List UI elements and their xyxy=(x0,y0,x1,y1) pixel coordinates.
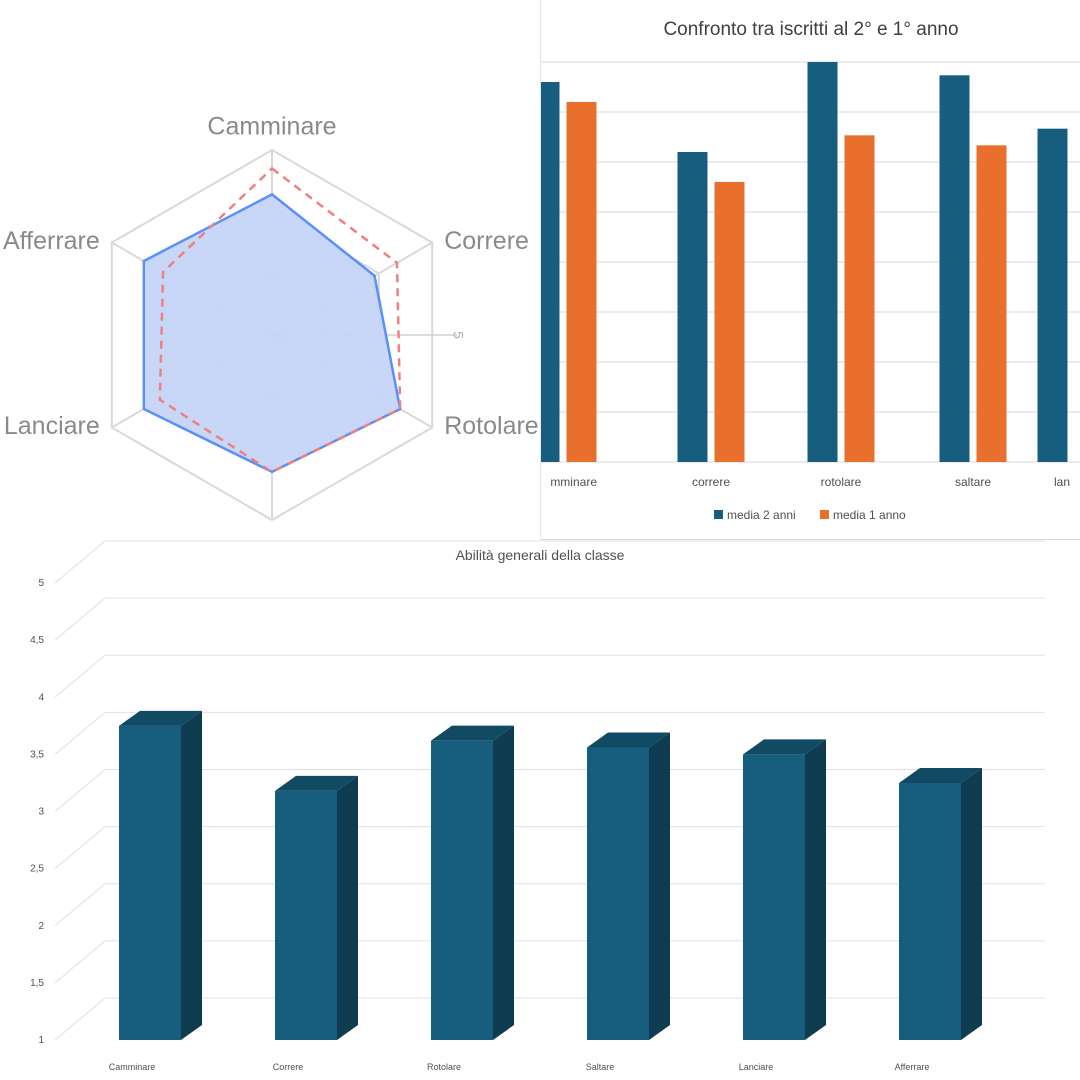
ability-gridline-floor xyxy=(54,826,106,870)
comparison-bar-media-2-anni-camminare xyxy=(541,82,560,462)
ability-category-label-correre: Correre xyxy=(273,1062,304,1072)
ability-y-tick-label: 1 xyxy=(38,1035,44,1046)
ability-bar-top xyxy=(743,739,826,755)
ability-bar-top xyxy=(431,725,514,741)
ability-category-labels: Camminare Correre Rotolare Saltare Lanciare A… xyxy=(109,1062,930,1072)
ability-bar-side xyxy=(493,725,514,1040)
comparison-chart-panel: Confronto tra iscritti al 2° e 1° anno m… xyxy=(540,0,1080,540)
ability-category-label-camminare: Camminare xyxy=(109,1062,156,1072)
radar-series-area xyxy=(142,192,402,474)
ability-category-label-rotolare: Rotolare xyxy=(427,1062,461,1072)
ability-gridline-floor xyxy=(54,711,106,755)
ability-y-tick-label: 4 xyxy=(38,692,44,703)
comparison-legend: media 2 anni media 1 anno xyxy=(714,508,906,522)
comparison-legend-label: media 1 anno xyxy=(833,508,906,522)
ability-bar-rotolare xyxy=(431,740,493,1040)
comparison-category-label: saltare xyxy=(955,475,991,489)
ability-category-label-lanciare: Lanciare xyxy=(739,1062,774,1072)
ability-bar-correre xyxy=(275,790,337,1040)
ability-y-tick-label: 3,5 xyxy=(30,749,44,760)
ability-bar-side xyxy=(337,775,358,1040)
ability-bar-afferrare xyxy=(899,782,961,1040)
ability-y-tick-label: 4,5 xyxy=(30,635,44,646)
radar-chart-panel: 025 CamminareCorrereRotolareSaltareLanci… xyxy=(0,0,540,540)
ability-gridlines xyxy=(54,540,1045,1041)
comparison-bar-media-2-anni-saltare xyxy=(939,75,970,462)
ability-gridline-floor xyxy=(54,654,106,698)
ability-bar-camminare xyxy=(119,725,181,1040)
comparison-category-label: mminare xyxy=(550,475,597,489)
ability-bar-top xyxy=(899,767,982,783)
ability-gridline-floor xyxy=(54,769,106,812)
ability-y-tick-label: 5 xyxy=(38,578,44,589)
radar-label-afferrare: Afferrare xyxy=(3,227,100,255)
radar-label-rotolare: Rotolare xyxy=(444,412,539,440)
ability-category-label-afferrare: Afferrare xyxy=(895,1062,930,1072)
comparison-bar-media-2-anni-rotolare xyxy=(807,62,838,462)
radar-tick-label: 5 xyxy=(450,331,466,339)
ability-bar-side xyxy=(805,739,826,1040)
ability-gridline-floor xyxy=(54,997,106,1041)
comparison-bars xyxy=(541,62,1068,463)
ability-bar-side xyxy=(961,767,982,1040)
comparison-bar-chart: Confronto tra iscritti al 2° e 1° anno m… xyxy=(541,19,1080,522)
radar-series-line xyxy=(158,166,402,474)
ability-y-tick-label: 1,5 xyxy=(30,978,44,989)
radar-label-lanciare: Lanciare xyxy=(4,412,100,440)
ability-gridline-floor xyxy=(54,597,106,641)
ability-bar-side xyxy=(649,732,670,1040)
comparison-legend-label: media 2 anni xyxy=(727,508,796,522)
ability-bar-top xyxy=(119,710,202,726)
ability-bars xyxy=(119,710,982,1040)
ability-bar-lanciare xyxy=(743,754,805,1040)
radar-label-saltare: Saltare xyxy=(232,537,311,540)
comparison-category-label: rotolare xyxy=(821,475,862,489)
ability-bar-top xyxy=(275,775,358,791)
ability-y-tick-label: 2,5 xyxy=(30,864,44,875)
comparison-legend-swatch xyxy=(820,510,829,519)
ability-y-axis-ticks: 1 1,5 2 2,5 3 3,5 4 4,5 5 xyxy=(30,578,44,1046)
ability-category-label-saltare: Saltare xyxy=(586,1062,615,1072)
comparison-category-label: correre xyxy=(692,475,730,489)
ability-chart-title: Abilità generali della classe xyxy=(456,547,625,563)
comparison-bar-media-1-anno-rotolare xyxy=(844,135,875,463)
ability-bar-top xyxy=(587,732,670,748)
comparison-bar-media-1-anno-correre xyxy=(714,182,745,462)
ability-bar-side xyxy=(181,710,202,1040)
comparison-bar-media-2-anni-correre xyxy=(677,152,708,462)
radar-label-correre: Correre xyxy=(444,227,529,255)
ability-y-tick-label: 3 xyxy=(38,807,44,818)
radar-chart: 025 CamminareCorrereRotolareSaltareLanci… xyxy=(3,113,539,540)
comparison-chart-title: Confronto tra iscritti al 2° e 1° anno xyxy=(663,19,958,40)
radar-category-labels: Camminare Correre Rotolare Saltare Lanciare A… xyxy=(3,113,539,540)
comparison-category-label: lan xyxy=(1054,475,1070,489)
radar-series-group xyxy=(142,166,402,474)
comparison-bar-media-1-anno-camminare xyxy=(566,102,597,462)
ability-y-tick-label: 2 xyxy=(38,921,44,932)
ability-bar-saltare xyxy=(587,747,649,1040)
ability-3d-bar-chart: Abilità generali della classe 1 1,5 2 2,5 3 3… xyxy=(30,540,1045,1072)
comparison-category-labels: mminare correre rotolare saltare lan xyxy=(550,475,1070,489)
comparison-bar-media-2-anni-lanciare xyxy=(1037,128,1068,462)
ability-gridline-floor xyxy=(54,883,106,927)
ability-gridline-floor xyxy=(54,940,106,984)
ability-chart-panel: Abilità generali della classe 1 1,5 2 2,5 3 3… xyxy=(0,540,1080,1080)
comparison-bar-media-1-anno-saltare xyxy=(976,145,1007,463)
radar-label-camminare: Camminare xyxy=(207,113,336,141)
comparison-legend-swatch xyxy=(714,510,723,519)
ability-gridline-floor xyxy=(54,540,106,584)
